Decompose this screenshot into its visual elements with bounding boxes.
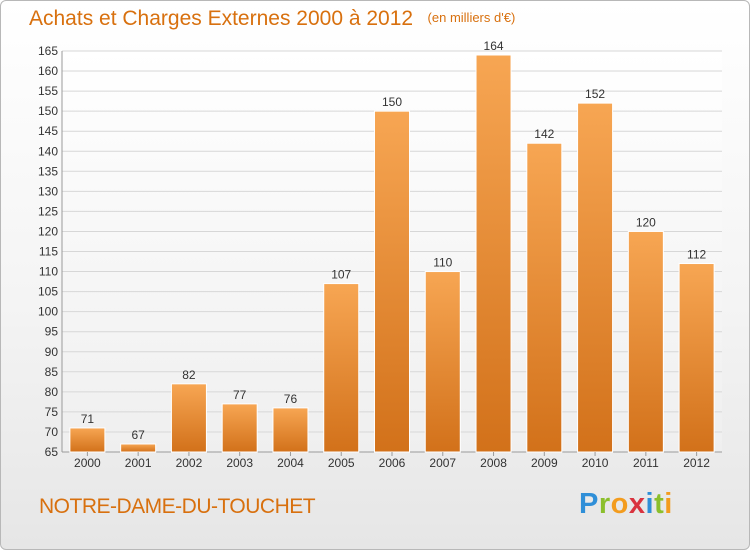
data-label: 120	[636, 215, 656, 229]
y-tick-label: 75	[45, 405, 59, 419]
y-tick-label: 155	[38, 84, 58, 98]
logo-letter: r	[598, 488, 611, 520]
y-tick-label: 145	[38, 124, 58, 138]
data-label: 110	[433, 256, 452, 270]
y-tick-label: 130	[38, 184, 58, 198]
y-tick-label: 105	[38, 285, 58, 299]
bar-2003	[221, 403, 258, 453]
logo-letter: x	[628, 488, 646, 520]
data-label: 150	[382, 95, 402, 109]
y-tick-label: 150	[38, 104, 58, 118]
y-tick-label: 125	[38, 204, 58, 218]
y-tick-label: 70	[45, 425, 59, 439]
bar-2002	[170, 383, 207, 453]
bar-2008	[475, 54, 512, 453]
bar-2006	[374, 110, 410, 453]
y-tick-label: 165	[38, 44, 58, 58]
data-label: 142	[534, 127, 554, 141]
data-label: 152	[585, 87, 605, 101]
bar-2000	[69, 427, 106, 453]
data-label: 76	[284, 392, 298, 406]
x-tick-label: 2005	[328, 456, 355, 470]
x-tick-label: 2004	[277, 456, 304, 470]
y-tick-label: 80	[45, 385, 59, 399]
x-tick-label: 2012	[683, 456, 710, 470]
logo-letter: i	[664, 488, 673, 520]
x-tick-label: 2009	[531, 456, 558, 470]
bar-2010	[577, 102, 614, 453]
x-tick-label: 2000	[74, 456, 101, 470]
x-tick-label: 2002	[176, 456, 203, 470]
data-label: 107	[331, 268, 351, 282]
chart-unit: (en milliers d'€)	[427, 10, 516, 25]
y-tick-label: 120	[38, 224, 58, 238]
data-label: 67	[131, 428, 145, 442]
x-tick-label: 2010	[582, 456, 609, 470]
x-tick-label: 2007	[429, 456, 456, 470]
data-label: 82	[182, 368, 196, 382]
chart-title: Achats et Charges Externes 2000 à 2012	[29, 7, 414, 30]
chart-header: Achats et Charges Externes 2000 à 2012 (…	[29, 7, 515, 31]
bar-2001	[120, 443, 157, 453]
logo-letter: t	[654, 488, 665, 520]
bar-2007	[424, 271, 461, 453]
bar-2005	[323, 283, 360, 453]
data-label: 71	[81, 412, 95, 426]
y-tick-label: 140	[38, 144, 58, 158]
bar-2011	[627, 230, 664, 453]
data-label: 112	[687, 248, 706, 262]
bar-2004	[272, 407, 309, 453]
logo-letter: o	[610, 488, 629, 520]
commune-name: NOTRE-DAME-DU-TOUCHET	[39, 495, 316, 518]
y-tick-label: 100	[38, 305, 58, 319]
data-label: 164	[484, 39, 504, 53]
x-tick-label: 2006	[379, 456, 406, 470]
y-tick-label: 65	[45, 445, 59, 459]
y-tick-label: 115	[39, 245, 58, 259]
y-tick-label: 90	[45, 345, 59, 359]
y-tick-label: 110	[39, 265, 58, 279]
x-tick-label: 2011	[633, 456, 659, 470]
y-tick-label: 135	[38, 164, 58, 178]
proxiti-logo: Proxiti	[579, 488, 673, 521]
y-tick-label: 85	[45, 365, 59, 379]
logo-letter: i	[645, 488, 655, 520]
x-tick-label: 2003	[226, 456, 253, 470]
y-tick-label: 95	[45, 325, 59, 339]
y-tick-label: 160	[38, 64, 58, 78]
x-tick-label: 2008	[480, 456, 507, 470]
x-tick-label: 2001	[125, 456, 152, 470]
data-label: 77	[233, 388, 247, 402]
bar-2009	[526, 142, 563, 453]
logo-letter: P	[579, 488, 599, 520]
bar-2012	[678, 263, 715, 453]
